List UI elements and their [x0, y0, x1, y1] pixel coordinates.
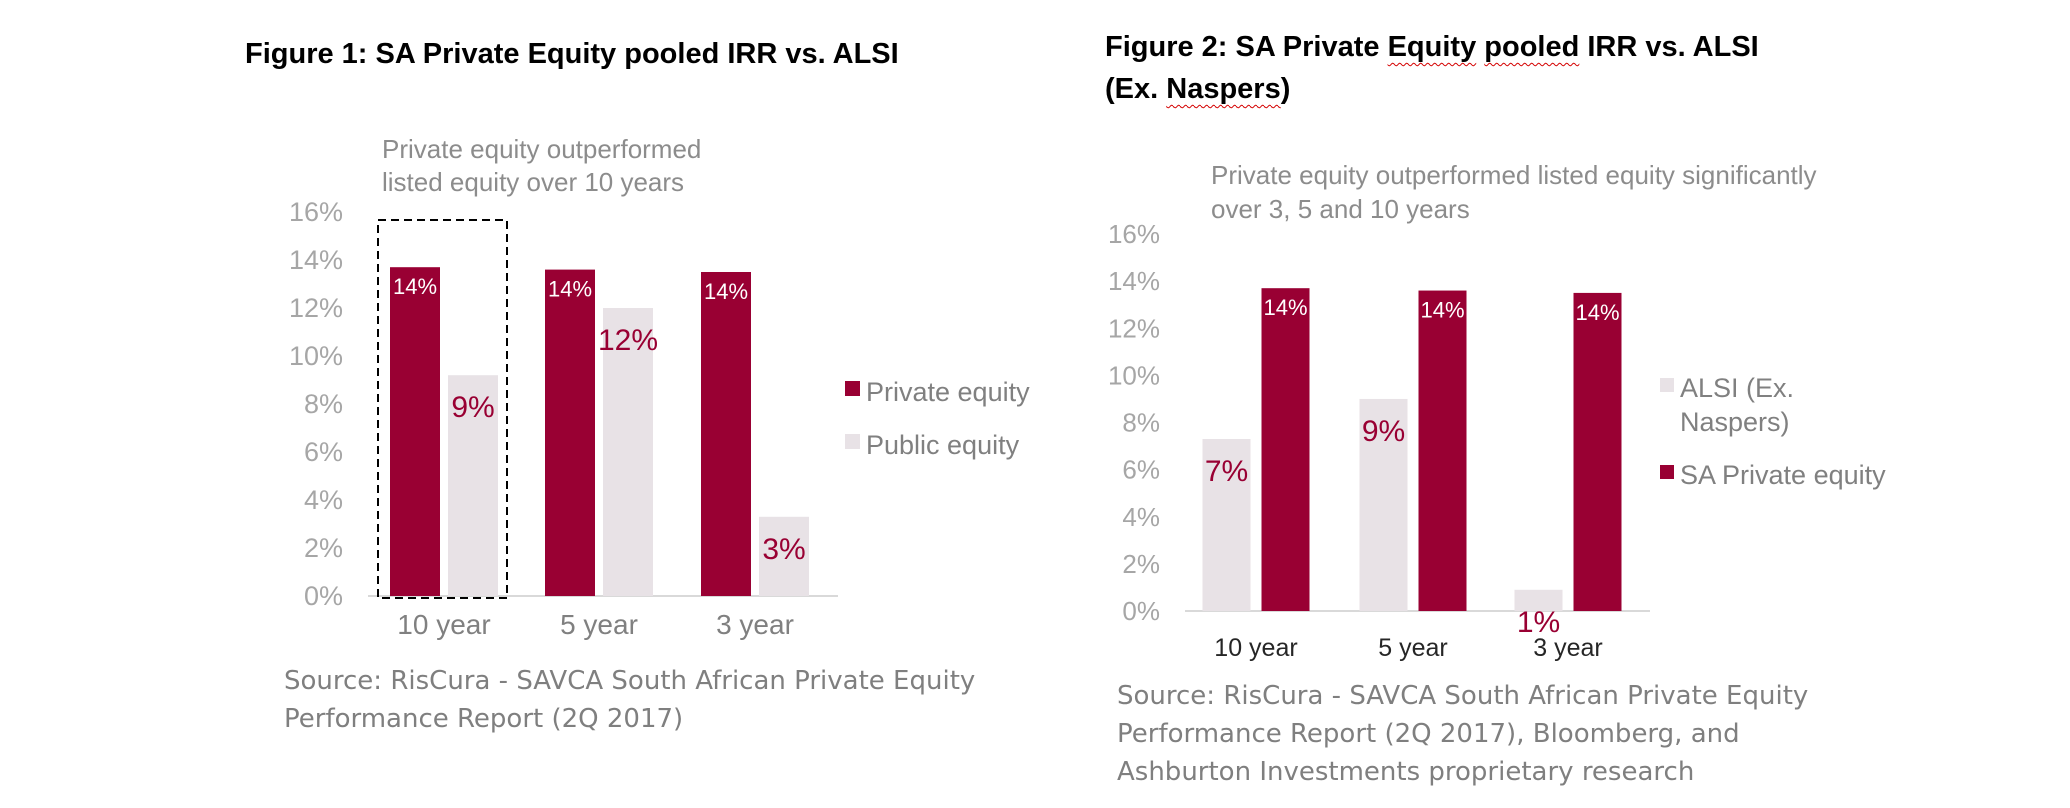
y-tick-label: 2% — [1122, 549, 1160, 579]
y-tick-label: 4% — [304, 485, 343, 515]
data-label: 9% — [451, 391, 494, 424]
legend-label: ALSI (Ex. — [1680, 373, 1794, 403]
bar — [1261, 288, 1310, 611]
legend-label: Private equity — [866, 377, 1030, 407]
bar — [1202, 438, 1251, 611]
bar — [390, 267, 440, 596]
figure-2-title-part: ) — [1280, 73, 1291, 105]
y-tick-label: 2% — [304, 533, 343, 563]
legend-swatch — [845, 434, 860, 449]
figure-2-title-part: pooled — [1484, 31, 1580, 63]
y-tick-label: 0% — [304, 581, 343, 611]
y-tick-label: 4% — [1122, 502, 1160, 532]
data-label: 14% — [704, 279, 748, 304]
bar — [701, 272, 751, 596]
figure-2-title-part: Naspers — [1166, 73, 1281, 105]
legend-label: Naspers) — [1680, 407, 1790, 437]
figure-2-title-part: Figure 2: SA Private — [1105, 31, 1388, 63]
category-label: 10 year — [1214, 634, 1297, 662]
figure-2-title-part: Equity — [1387, 31, 1477, 63]
data-label: 9% — [1362, 415, 1405, 448]
data-label: 14% — [393, 274, 437, 299]
legend-swatch — [845, 381, 860, 396]
legend-label: Public equity — [866, 430, 1020, 460]
chart-subtitle-line: over 3, 5 and 10 years — [1211, 194, 1470, 224]
chart-subtitle-line: listed equity over 10 years — [382, 167, 684, 197]
bar — [545, 269, 595, 596]
y-tick-label: 14% — [289, 245, 343, 275]
bar — [759, 516, 809, 596]
category-label: 10 year — [397, 609, 490, 640]
figure-2-title: Figure 2: SA Private Equity pooled IRR v… — [1105, 26, 1865, 110]
data-label: 14% — [1263, 295, 1307, 320]
figure-2-source: Source: RisCura - SAVCA South African Pr… — [1117, 681, 1809, 787]
data-label: 1% — [1517, 606, 1560, 639]
figure-2-title-part: (Ex. — [1105, 73, 1167, 105]
bar — [603, 308, 653, 596]
legend-swatch — [1660, 378, 1674, 392]
y-tick-label: 8% — [304, 389, 343, 419]
bar — [448, 375, 498, 596]
y-tick-label: 12% — [289, 293, 343, 323]
y-tick-label: 6% — [304, 437, 343, 467]
data-label: 14% — [1420, 298, 1464, 323]
y-tick-label: 16% — [289, 197, 343, 227]
category-label: 3 year — [716, 609, 794, 640]
figure-2-title-part: IRR vs. ALSI — [1579, 31, 1759, 63]
y-tick-label: 14% — [1108, 266, 1160, 296]
category-label: 3 year — [1533, 634, 1602, 662]
figure-1-title: Figure 1: SA Private Equity pooled IRR v… — [245, 38, 899, 70]
bar — [1418, 290, 1467, 611]
bar — [1514, 589, 1563, 611]
data-label: 14% — [548, 277, 592, 302]
figure-1-source: Source: RisCura - SAVCA South African Pr… — [284, 666, 976, 734]
y-tick-label: 8% — [1122, 408, 1160, 438]
category-label: 5 year — [560, 609, 638, 640]
y-tick-label: 16% — [1108, 219, 1160, 249]
y-tick-label: 0% — [1122, 596, 1160, 626]
data-label: 14% — [1575, 300, 1619, 325]
bar — [1573, 292, 1622, 611]
data-label: 12% — [598, 324, 658, 357]
legend-label: SA Private equity — [1680, 460, 1886, 490]
bar — [1359, 398, 1408, 611]
chart-subtitle-line: Private equity outperformed listed equit… — [1211, 160, 1817, 190]
y-tick-label: 6% — [1122, 455, 1160, 485]
y-tick-label: 10% — [289, 341, 343, 371]
chart-subtitle-line: Private equity outperformed — [382, 134, 701, 164]
highlight-box — [377, 219, 508, 599]
category-label: 5 year — [1378, 634, 1447, 662]
legend-swatch — [1660, 465, 1674, 479]
y-tick-label: 10% — [1108, 360, 1160, 390]
y-tick-label: 12% — [1108, 313, 1160, 343]
data-label: 7% — [1205, 455, 1248, 488]
data-label: 3% — [762, 533, 805, 566]
